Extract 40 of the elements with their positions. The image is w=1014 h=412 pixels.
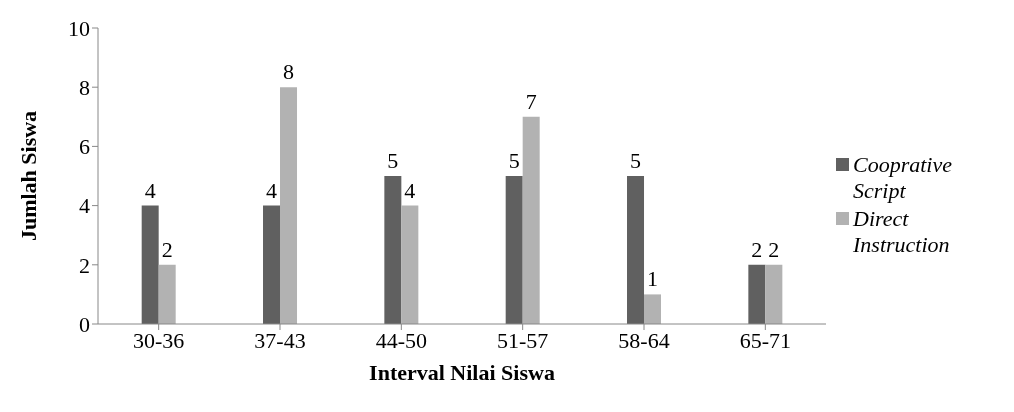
- bar: [748, 264, 766, 324]
- bar: [627, 176, 645, 324]
- data-label: 5: [387, 148, 399, 173]
- y-tick-label: 10: [68, 15, 90, 41]
- x-tick-label: 44-50: [375, 327, 427, 353]
- x-tick-label: 30-36: [133, 327, 185, 353]
- data-label: 8: [283, 59, 295, 85]
- data-label: 2: [161, 236, 173, 262]
- bar: [158, 264, 176, 324]
- bar: [505, 176, 523, 324]
- x-tick-label: 37-43: [254, 327, 306, 353]
- bar: [384, 176, 402, 324]
- legend-label: Direct Instruction: [853, 206, 951, 258]
- legend-label: Cooprative Script: [853, 152, 953, 204]
- bar: [141, 205, 159, 324]
- y-tick-label: 8: [79, 75, 90, 101]
- data-label: 5: [508, 148, 520, 173]
- y-axis-title: Jumlah Siswa: [15, 110, 41, 242]
- bar: [280, 87, 298, 324]
- data-label: 2: [768, 236, 780, 262]
- data-label: 4: [144, 177, 156, 203]
- x-tick-label: 65-71: [739, 327, 791, 353]
- bar: [644, 294, 662, 324]
- bar: [401, 205, 419, 324]
- data-label: 4: [404, 177, 416, 203]
- data-label: 4: [266, 177, 278, 203]
- data-label: 2: [751, 236, 763, 262]
- x-tick-label: 58-64: [618, 327, 670, 353]
- x-axis-title: Interval Nilai Siswa: [369, 360, 555, 385]
- y-tick-label: 2: [79, 252, 90, 278]
- data-label: 7: [525, 88, 537, 114]
- bar: [263, 205, 281, 324]
- y-tick-label: 6: [79, 134, 90, 160]
- y-tick-label: 4: [79, 193, 90, 219]
- data-label: 5: [630, 148, 642, 173]
- y-tick-label: 0: [79, 311, 90, 337]
- data-label: 1: [647, 266, 659, 292]
- bar: [765, 264, 783, 324]
- x-tick-label: 51-57: [497, 327, 549, 353]
- bar: [522, 116, 540, 324]
